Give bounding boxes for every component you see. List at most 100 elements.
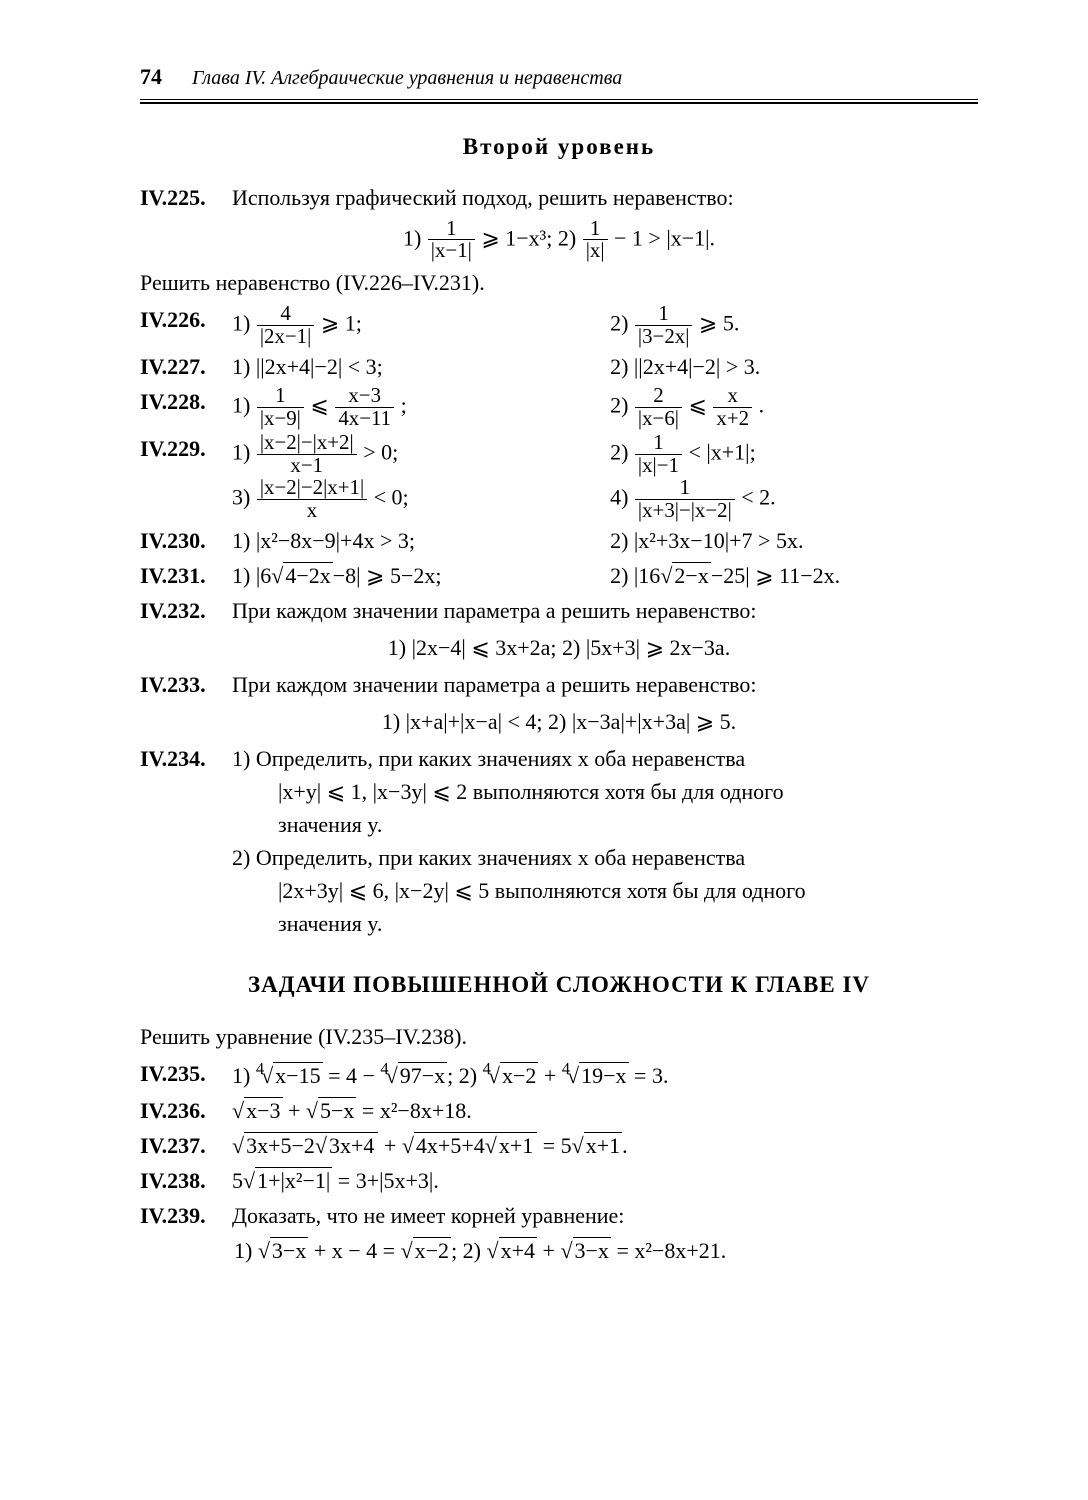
numerator: x−3	[335, 385, 394, 407]
problem-231: IV.231. 1) |6√4−2x−8| ⩾ 5−2x; 2) |16√2−x…	[140, 559, 978, 592]
label: 1)	[232, 311, 256, 336]
expr: = x²−8x+18.	[356, 1098, 471, 1123]
radicand-outer: 3x+5−2√3x+4	[244, 1132, 378, 1158]
numerator: 2	[635, 385, 682, 407]
problem-number: IV.226.	[140, 303, 222, 336]
problem-238: IV.238. 5√1+|x²−1| = 3+|5x+3|.	[140, 1164, 978, 1197]
problem-232-eq: 1) |2x−4| ⩽ 3x+2a; 2) |5x+3| ⩾ 2x−3a.	[140, 631, 978, 664]
numerator: 1	[257, 385, 304, 407]
numerator: 1	[635, 303, 692, 325]
expr: = x²−8x+21.	[611, 1238, 726, 1263]
fraction: |x−2|−2|x+1| x	[257, 477, 367, 522]
root-index: 4	[380, 1059, 388, 1078]
expr: 1) ||2x+4|−2| < 3;	[232, 350, 590, 383]
fraction: x−3 4x−11	[335, 385, 394, 430]
label: 2)	[610, 393, 634, 418]
fraction: 1 |3−2x|	[635, 303, 692, 348]
radicand: x−15	[273, 1062, 322, 1088]
denominator: |3−2x|	[635, 325, 692, 348]
radicand-inner: 3x+4	[327, 1132, 376, 1158]
expr: −8| ⩾ 5−2x;	[333, 563, 442, 588]
op: +	[283, 1098, 306, 1123]
expr: = 3+|5x+3|.	[332, 1168, 439, 1193]
problem-232: IV.232. При каждом значении параметра a …	[140, 594, 978, 627]
label: 1)	[232, 393, 256, 418]
label: 2)	[610, 311, 634, 336]
radicand: 5−x	[318, 1097, 356, 1123]
numerator: |x−2|−2|x+1|	[257, 477, 367, 499]
problem-body: 1) |6√4−2x−8| ⩾ 5−2x; 2) |16√2−x−25| ⩾ 1…	[232, 559, 978, 592]
punct: .	[759, 393, 765, 418]
text: |x+y| ⩽ 1, |x−3y| ⩽ 2 выполняются хотя б…	[278, 775, 978, 808]
fraction: 1 |x−1|	[428, 218, 475, 263]
solve-range-1: Решить неравенство (IV.226–IV.231).	[140, 266, 978, 299]
problem-233: IV.233. При каждом значении параметра a …	[140, 668, 978, 701]
denominator: |x−1|	[428, 239, 475, 262]
expr: < 2.	[741, 484, 775, 509]
problem-body: 1) |x²−8x−9|+4x > 3; 2) |x²+3x−10|+7 > 5…	[232, 524, 978, 557]
problem-number: IV.228.	[140, 385, 222, 418]
radicand: 97−x	[398, 1062, 447, 1088]
problem-body: √3x+5−2√3x+4 + √4x+5+4√x+1 = 5√x+1.	[232, 1129, 978, 1162]
radicand: 1+|x²−1|	[255, 1167, 332, 1193]
page-number: 74	[140, 60, 162, 93]
label: 1)	[232, 1063, 256, 1088]
numerator: 1	[583, 218, 608, 240]
expr: 4x+5+4	[416, 1133, 485, 1158]
numerator: |x−2|−|x+2|	[257, 432, 357, 454]
root-index: 4	[483, 1059, 491, 1078]
problem-number: IV.236.	[140, 1094, 222, 1127]
problem-number: IV.227.	[140, 350, 222, 383]
radicand: x−2	[413, 1237, 451, 1263]
numerator: 1	[428, 218, 475, 240]
radicand: 4−2x	[283, 562, 332, 588]
expr: ⩾ 5.	[699, 311, 739, 336]
section-title-advanced: ЗАДАЧИ ПОВЫШЕННОЙ СЛОЖНОСТИ К ГЛАВЕ IV	[140, 968, 978, 1003]
fraction: 1 |x+3|−|x−2|	[635, 477, 735, 522]
problem-233-eq: 1) |x+a|+|x−a| < 4; 2) |x−3a|+|x+3a| ⩾ 5…	[140, 705, 978, 738]
fraction: 1 |x|	[583, 218, 608, 263]
problem-number: IV.234.	[140, 742, 222, 775]
problem-body: 1) |x−2|−|x+2| x−1 > 0; 2) 1 |x|−1 < |x+…	[232, 432, 978, 522]
label: 1)	[234, 1238, 258, 1263]
radicand: x+4	[499, 1237, 537, 1263]
denominator: x+2	[713, 407, 752, 430]
denominator: |x|	[583, 239, 608, 262]
fraction: 1 |x|−1	[635, 432, 682, 477]
label: 1)	[232, 440, 256, 465]
radicand: 3−x	[573, 1237, 611, 1263]
label: ; 2)	[447, 1063, 482, 1088]
text: |2x+3y| ⩽ 6, |x−2y| ⩽ 5 выполняются хотя…	[278, 874, 978, 907]
section-title-level2: Второй уровень	[140, 130, 978, 165]
problem-text: Доказать, что не имеет корней уравнение:	[232, 1199, 978, 1232]
expr: < |x+1|;	[688, 440, 755, 465]
expr: 2) ||2x+4|−2| > 3.	[610, 350, 978, 383]
radicand: 2−x	[672, 562, 710, 588]
problem-body: 1) ||2x+4|−2| < 3; 2) ||2x+4|−2| > 3.	[232, 350, 978, 383]
problem-number: IV.237.	[140, 1129, 222, 1162]
punct: .	[622, 1133, 628, 1158]
radicand: x−3	[244, 1097, 282, 1123]
text: 2) Определить, при каких значениях x оба…	[232, 841, 978, 874]
problem-body: 5√1+|x²−1| = 3+|5x+3|.	[232, 1164, 978, 1197]
problem-236: IV.236. √x−3 + √5−x = x²−8x+18.	[140, 1094, 978, 1127]
problem-number: IV.229.	[140, 432, 222, 465]
fraction: x x+2	[713, 385, 752, 430]
problem-239-eq: 1) √3−x + x − 4 = √x−2; 2) √x+4 + √3−x =…	[234, 1234, 978, 1267]
root-index: 4	[562, 1059, 570, 1078]
chapter-title: Глава IV. Алгебраические уравнения и нер…	[192, 63, 622, 93]
text: значения y.	[278, 907, 978, 940]
problem-text: При каждом значении параметра a решить н…	[232, 594, 978, 627]
problem-number: IV.230.	[140, 524, 222, 557]
solve-range-2: Решить уравнение (IV.235–IV.238).	[140, 1020, 978, 1053]
expr: 5	[232, 1168, 243, 1193]
fraction: 2 |x−6|	[635, 385, 682, 430]
label: ; 2)	[451, 1238, 486, 1263]
problem-227: IV.227. 1) ||2x+4|−2| < 3; 2) ||2x+4|−2|…	[140, 350, 978, 383]
text: значения y.	[278, 808, 978, 841]
expr: + x − 4 =	[308, 1238, 400, 1263]
problem-234: IV.234. 1) Определить, при каких значени…	[140, 742, 978, 940]
problem-number: IV.232.	[140, 594, 222, 627]
expr: ⩾ 1;	[321, 311, 362, 336]
radicand: x+1	[584, 1132, 622, 1158]
